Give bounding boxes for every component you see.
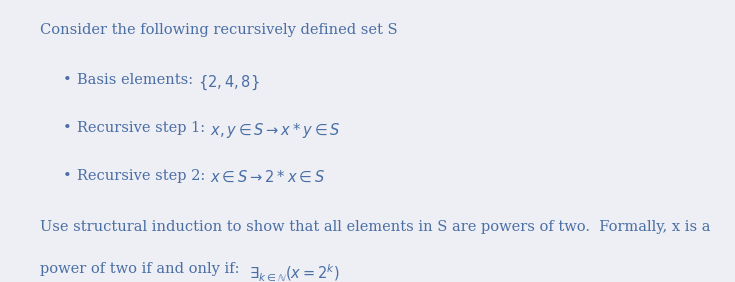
Text: •: • — [62, 169, 71, 183]
Text: $\exists_{k \in \mathbb{N}}(x = 2^k)$: $\exists_{k \in \mathbb{N}}(x = 2^k)$ — [249, 262, 340, 282]
Text: $\{2, 4, 8\}$: $\{2, 4, 8\}$ — [198, 73, 259, 92]
Text: $x \in S \rightarrow 2 * x \in S$: $x \in S \rightarrow 2 * x \in S$ — [210, 169, 325, 184]
Text: •: • — [62, 73, 71, 87]
Text: •: • — [62, 121, 71, 135]
Text: Consider the following recursively defined set S: Consider the following recursively defin… — [40, 23, 398, 37]
Text: Use structural induction to show that all elements in S are powers of two.  Form: Use structural induction to show that al… — [40, 220, 711, 234]
Text: Recursive step 1:: Recursive step 1: — [77, 121, 210, 135]
Text: Basis elements:: Basis elements: — [77, 73, 198, 87]
Text: $x, y \in S \rightarrow x * y \in S$: $x, y \in S \rightarrow x * y \in S$ — [210, 121, 340, 140]
Text: power of two if and only if:: power of two if and only if: — [40, 262, 249, 276]
Text: Recursive step 2:: Recursive step 2: — [77, 169, 210, 183]
